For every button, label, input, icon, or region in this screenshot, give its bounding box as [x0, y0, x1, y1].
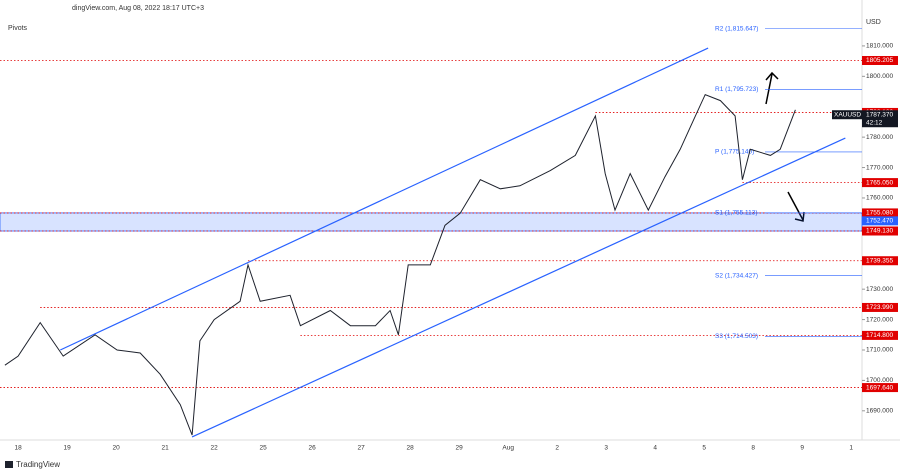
level-label: 1714.800	[866, 332, 893, 339]
x-tick-label: 28	[407, 445, 415, 452]
y-tick-label: 1690.000	[866, 408, 893, 415]
level-label: 1749.130	[866, 228, 893, 235]
x-tick-label: Aug	[502, 445, 514, 452]
price-line	[4, 93, 796, 436]
y-tick-label: 1810.000	[866, 43, 893, 50]
level-label: 1765.050	[866, 179, 893, 186]
channel-line	[60, 47, 709, 351]
y-tick-label: 1710.000	[866, 347, 893, 354]
level-label-box	[862, 208, 898, 218]
pivot-label: S1 (1,755.113)	[715, 210, 758, 217]
level-label: 1739.355	[866, 257, 893, 264]
x-tick-label: 2	[555, 445, 559, 452]
brand: TradingView	[16, 460, 60, 469]
y-tick-label: 1700.000	[866, 377, 893, 384]
level-label-box	[862, 216, 898, 226]
pivot-label: R1 (1,795.723)	[715, 86, 758, 93]
x-tick-label: 22	[211, 445, 219, 452]
x-tick-label: 29	[456, 445, 464, 452]
level-label-box	[862, 302, 898, 312]
x-tick-label: 18	[15, 445, 23, 452]
channel-line	[191, 137, 846, 438]
logo	[5, 461, 13, 468]
x-tick-label: 5	[702, 445, 706, 452]
x-tick-label: 26	[309, 445, 317, 452]
level-label-box	[862, 330, 898, 340]
pivot-label: R2 (1,815.647)	[715, 25, 758, 32]
y-tick-label: 1770.000	[866, 164, 893, 171]
x-tick-label: 19	[64, 445, 72, 452]
level-label: 1805.205	[866, 57, 893, 64]
level-label-box	[862, 55, 898, 65]
y-tick-label: 1780.000	[866, 134, 893, 141]
x-tick-label: 27	[358, 445, 366, 452]
header: dingView.com, Aug 08, 2022 18:17 UTC+3	[72, 5, 204, 12]
last-price-box	[862, 110, 898, 128]
ticker-box	[832, 110, 862, 120]
last-price-label: 1787.370	[866, 111, 893, 118]
countdown: 42:12	[866, 119, 883, 126]
x-tick-label: 20	[113, 445, 121, 452]
pivot-label: S2 (1,734.427)	[715, 272, 758, 279]
arrow-down	[787, 191, 805, 222]
x-tick-label: 25	[260, 445, 268, 452]
x-tick-label: 21	[162, 445, 170, 452]
x-tick-label: 4	[653, 445, 657, 452]
level-label-box	[862, 383, 898, 393]
x-tick-label: 9	[800, 445, 804, 452]
level-label: 1755.080	[866, 210, 893, 217]
y-tick-label: 1760.000	[866, 195, 893, 202]
level-label-box	[862, 256, 898, 266]
pivot-label: S3 (1,714.503)	[715, 333, 758, 340]
level-label: 1723.990	[866, 304, 893, 311]
level-label: 1697.640	[866, 384, 893, 391]
y-tick-label: 1800.000	[866, 73, 893, 80]
level-label-box	[862, 178, 898, 188]
x-tick-label: 3	[604, 445, 608, 452]
level-label-box	[862, 226, 898, 236]
x-tick-label: 8	[751, 445, 755, 452]
x-tick-label: 1	[849, 445, 853, 452]
y-tick-label: 1730.000	[866, 286, 893, 293]
pivot-label: P (1,775.140)	[715, 149, 754, 156]
indicator-name: Pivots	[8, 25, 28, 32]
level-label: 1752.470	[866, 218, 893, 225]
y-tick-label: 1720.000	[866, 316, 893, 323]
arrow-up	[765, 71, 779, 105]
ticker: XAUUSD	[834, 111, 861, 118]
currency: USD	[866, 19, 881, 26]
